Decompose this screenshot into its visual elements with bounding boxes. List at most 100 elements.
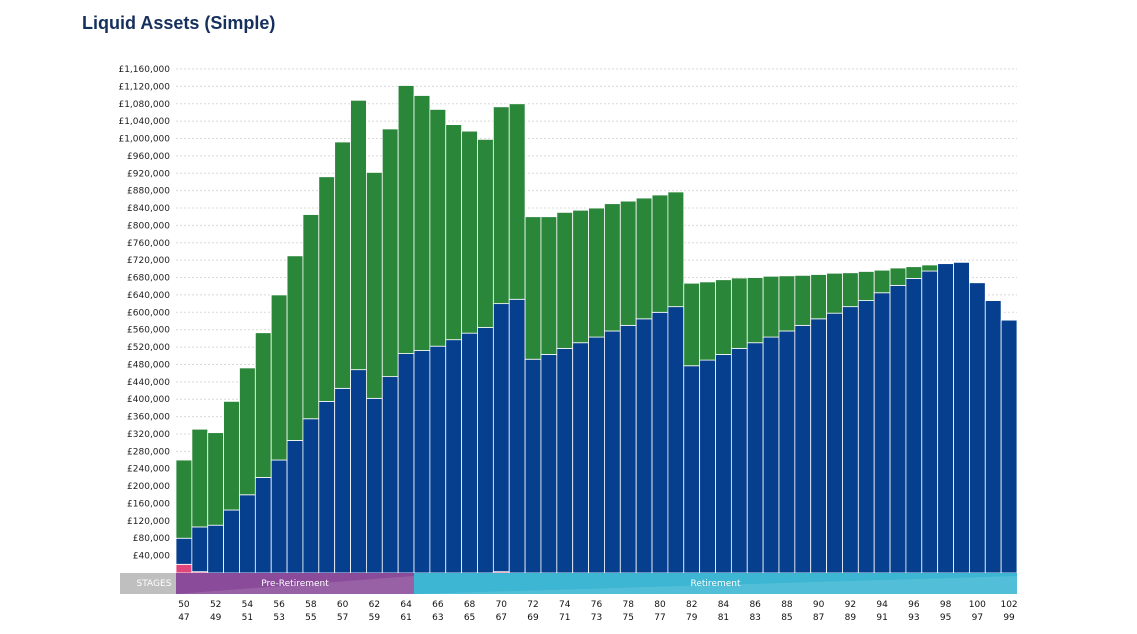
bar-segment-blue (794, 324, 812, 574)
bar-segment-blue (889, 284, 907, 574)
x-tick-label-primary: 88 (781, 600, 793, 610)
x-tick-label-secondary: 63 (432, 613, 443, 623)
bar-segment-green (889, 267, 907, 286)
bar-segment-blue (318, 400, 336, 574)
x-tick-label-primary: 66 (432, 600, 444, 610)
bar-segment-blue (699, 359, 716, 574)
bar-segment-green (175, 459, 193, 539)
stages-label: STAGES (137, 579, 172, 589)
x-tick-label-primary: 64 (400, 600, 412, 610)
bar-segment-green (413, 95, 431, 351)
x-tick-label-secondary: 83 (749, 613, 760, 623)
bar-segment-green (572, 209, 589, 344)
y-tick-label: £1,000,000 (118, 135, 170, 145)
x-tick-label-primary: 76 (591, 600, 603, 610)
bar-segment-green (667, 191, 685, 308)
bar-segment-blue (413, 350, 431, 574)
bar-segment-green (397, 85, 415, 354)
y-tick-label: £80,000 (133, 534, 170, 544)
bar-segment-green (826, 272, 843, 314)
bar-segment-green (730, 277, 748, 349)
bar-segment-blue (366, 397, 383, 574)
bar-segment-blue (762, 336, 780, 574)
y-tick-label: £840,000 (127, 204, 170, 214)
bar-segment-blue (461, 332, 478, 574)
y-tick-label: £960,000 (127, 152, 170, 162)
stage-retirement-band (414, 573, 1017, 594)
bar-segment-green (334, 141, 351, 389)
y-tick-label: £680,000 (127, 274, 170, 284)
y-tick-label: £520,000 (127, 343, 170, 353)
bar-segment-blue (842, 306, 859, 574)
bar-segment-blue (984, 300, 1002, 574)
bar-segment-blue (651, 311, 669, 574)
x-tick-label-primary: 90 (813, 600, 825, 610)
bar-segment-blue (207, 524, 225, 574)
x-tick-label-secondary: 69 (527, 613, 539, 623)
x-tick-label-primary: 78 (623, 600, 635, 610)
bar-segment-blue (302, 418, 320, 574)
y-tick-label: £880,000 (127, 187, 170, 197)
bar-segment-green (366, 172, 383, 399)
x-tick-label-primary: 56 (273, 600, 285, 610)
bar-segment-green (604, 203, 621, 332)
y-tick-label: £1,080,000 (118, 100, 170, 110)
bar-segment-blue (778, 330, 796, 574)
bar-segment-blue (715, 354, 732, 574)
y-tick-label: £800,000 (127, 221, 170, 231)
x-tick-label-primary: 60 (337, 600, 349, 610)
bar-segment-blue (810, 318, 827, 574)
y-tick-label: £320,000 (127, 430, 170, 440)
y-tick-label: £440,000 (127, 378, 170, 388)
bar-segment-green (635, 197, 653, 320)
x-tick-label-primary: 74 (559, 600, 571, 610)
bar-segment-blue (572, 342, 589, 574)
x-tick-label-secondary: 75 (623, 613, 634, 623)
bar-segment-green (239, 367, 256, 496)
x-tick-label-primary: 50 (178, 600, 190, 610)
bar-segment-green (778, 275, 796, 332)
bar-segment-green (699, 281, 716, 361)
bar-segment-blue (1000, 319, 1018, 574)
bar-segment-green (651, 194, 669, 313)
chart-title: Liquid Assets (Simple) (82, 13, 276, 33)
bar-segment-green (619, 200, 637, 326)
y-tick-label: £720,000 (127, 256, 170, 266)
y-tick-label: £280,000 (127, 447, 170, 457)
bar-segment-green (445, 124, 463, 341)
bar-segment-blue (540, 354, 558, 574)
bar-segment-blue (683, 365, 701, 574)
x-tick-label-secondary: 49 (210, 613, 222, 623)
bar-segment-blue (746, 342, 764, 574)
x-tick-label-secondary: 95 (940, 613, 951, 623)
bar-segment-blue (635, 318, 653, 574)
bar-segment-green (223, 400, 240, 511)
bar-segment-blue (397, 353, 415, 574)
bar-segment-blue (667, 306, 685, 574)
bar-segment-blue (826, 312, 843, 574)
x-tick-label-secondary: 67 (496, 613, 507, 623)
bar-segment-green (905, 266, 923, 279)
bar-segment-blue (492, 303, 510, 573)
bar-segment-blue (604, 330, 621, 574)
bar-segment-green (540, 216, 558, 355)
y-tick-label: £400,000 (127, 395, 170, 405)
bar-segment-blue (873, 292, 891, 574)
bar-segment-blue (730, 347, 748, 574)
x-tick-label-secondary: 85 (781, 613, 792, 623)
bar-segment-green (588, 207, 605, 338)
x-tick-label-secondary: 65 (464, 613, 475, 623)
bar-segment-green (429, 109, 447, 347)
bar-segment-pink (175, 563, 193, 574)
y-tick-label: £560,000 (127, 326, 170, 336)
x-tick-label-secondary: 99 (1003, 613, 1015, 623)
bar-segment-green (381, 128, 399, 378)
stage-shading (176, 576, 415, 594)
bar-segment-blue (857, 300, 875, 574)
bar-segment-green (857, 271, 875, 301)
x-tick-label-secondary: 61 (400, 613, 411, 623)
x-tick-label-secondary: 71 (559, 613, 570, 623)
bar-segment-blue (508, 298, 526, 574)
y-tick-label: £920,000 (127, 169, 170, 179)
bar-segment-blue (334, 387, 351, 574)
